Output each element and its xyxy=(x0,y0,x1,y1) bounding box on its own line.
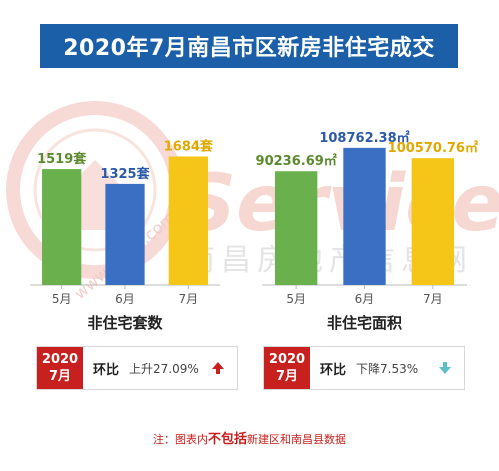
data-label: 90236.69㎡ xyxy=(256,153,337,169)
bar xyxy=(343,147,386,285)
data-label: 1684套 xyxy=(164,138,214,154)
data-label: 108762.38㎡ xyxy=(319,130,409,146)
x-tick-label: 5月 xyxy=(52,292,72,306)
bar xyxy=(105,183,145,285)
summary-label: 环比 xyxy=(93,362,120,378)
bar xyxy=(168,156,208,285)
page-title: 2020年7月南昌市区新房非住宅成交 xyxy=(40,24,458,68)
summary-box-area: 2020 7月 环比 下降7.53% xyxy=(263,346,465,390)
bar xyxy=(42,169,82,285)
summary-date-tag: 2020 7月 xyxy=(37,347,83,389)
x-tick-label: 7月 xyxy=(179,292,199,306)
bar xyxy=(274,171,318,285)
summary-change: 上升27.09% xyxy=(129,361,199,376)
x-tick-label: 5月 xyxy=(286,292,306,306)
footnote-emphasis: 不包括 xyxy=(207,432,247,447)
summary-box-count: 2020 7月 环比 上升27.09% xyxy=(36,346,238,390)
summary-label: 环比 xyxy=(320,362,347,378)
arrow-down-icon xyxy=(439,362,451,374)
footnote: 注：图表内不包括新建区和南昌县数据 xyxy=(152,432,346,447)
x-tick-label: 6月 xyxy=(115,292,135,306)
x-tick-label: 7月 xyxy=(423,292,443,306)
bar xyxy=(411,158,455,285)
chart-title: 非住宅套数 xyxy=(87,314,163,332)
summary-date-tag: 2020 7月 xyxy=(264,347,310,389)
x-tick-label: 6月 xyxy=(355,292,375,306)
data-label: 1325套 xyxy=(100,166,150,182)
summary-change: 下降7.53% xyxy=(356,361,419,376)
chart-title: 非住宅面积 xyxy=(327,314,402,332)
data-label: 100570.76㎡ xyxy=(388,140,478,156)
data-label: 1519套 xyxy=(37,151,87,167)
arrow-up-icon xyxy=(212,362,224,374)
